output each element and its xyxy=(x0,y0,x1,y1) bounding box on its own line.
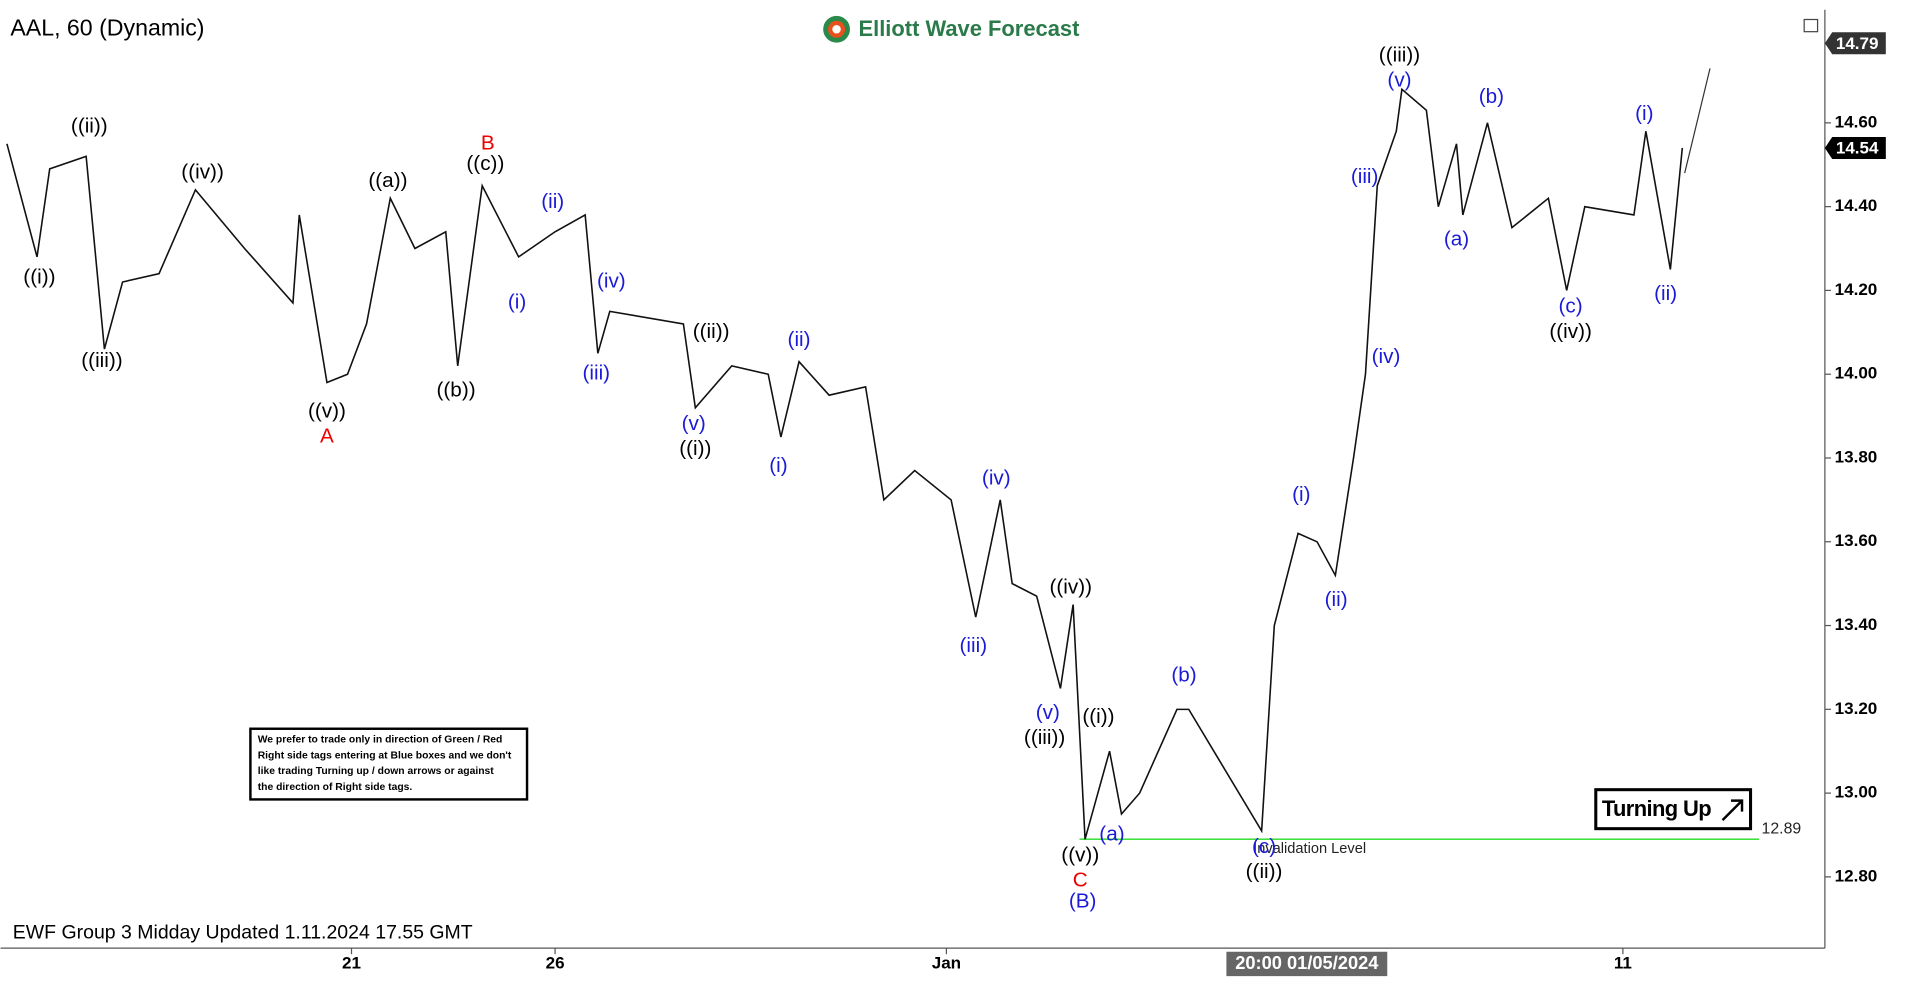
wave-label: (ii) xyxy=(1325,588,1348,611)
wave-label: (v) xyxy=(682,412,706,435)
wave-label: ((i)) xyxy=(23,265,55,288)
y-tick-label: 14.40 xyxy=(1835,196,1878,215)
wave-label: ((iv)) xyxy=(1549,320,1592,343)
wave-label: ((iv)) xyxy=(181,161,224,184)
price-tag xyxy=(1824,137,1886,159)
wave-label: ((iv)) xyxy=(1050,575,1093,598)
brand: Elliott Wave Forecast xyxy=(859,16,1081,41)
wave-label: ((iii)) xyxy=(1024,726,1065,749)
wave-label: ((c)) xyxy=(466,152,504,175)
wave-label: ((iii)) xyxy=(1379,43,1420,66)
wave-label: ((v)) xyxy=(308,399,346,422)
wave-label: A xyxy=(320,425,334,448)
wave-label: ((ii)) xyxy=(1246,860,1283,883)
x-tick-label: 21 xyxy=(342,953,361,972)
y-tick-label: 14.60 xyxy=(1835,112,1878,131)
price-tag-label: 14.79 xyxy=(1836,34,1879,53)
wave-label: (a) xyxy=(1099,822,1124,845)
wave-label: (ii) xyxy=(788,328,811,351)
projection-line xyxy=(1684,68,1711,174)
wave-label: (a) xyxy=(1444,228,1469,251)
signal-box: Turning Up xyxy=(1594,788,1753,831)
signal: Turning Up xyxy=(1602,796,1711,821)
wave-label: ((b)) xyxy=(437,378,476,401)
wave-label: (i) xyxy=(508,290,526,313)
note-box: We prefer to trade only in direction of … xyxy=(249,727,529,801)
wave-label: (c) xyxy=(1559,295,1583,318)
wave-label: ((ii)) xyxy=(71,115,108,138)
wave-label: ((v)) xyxy=(1061,843,1099,866)
y-tick-label: 13.80 xyxy=(1835,447,1878,466)
x-tick-label: 11 xyxy=(1614,953,1632,972)
wave-label: (iii) xyxy=(1351,165,1379,188)
x-tick-label: Jan xyxy=(932,953,961,972)
wave-label: B xyxy=(481,131,495,154)
wave-label: (v) xyxy=(1036,701,1060,724)
crosshair-box xyxy=(1226,951,1388,977)
y-tick-label: 12.80 xyxy=(1835,866,1878,885)
invalidation-value: 12.89 xyxy=(1762,821,1802,838)
y-tick-label: 14.20 xyxy=(1835,280,1878,299)
chart-title: AAL, 60 (Dynamic) xyxy=(10,14,204,40)
wave-label: (ii) xyxy=(1654,282,1677,305)
y-tick-label: 14.00 xyxy=(1835,364,1878,383)
x-tick-label: 26 xyxy=(546,953,565,972)
window-icon[interactable] xyxy=(1803,18,1819,33)
brand-logo xyxy=(823,15,850,43)
wave-label: C xyxy=(1073,869,1088,892)
wave-label: (i) xyxy=(1635,102,1653,125)
wave-label: (b) xyxy=(1171,663,1196,686)
wave-label: (i) xyxy=(1292,483,1310,506)
price-tag xyxy=(1824,32,1886,55)
wave-label: (iv) xyxy=(982,466,1011,489)
price-line xyxy=(6,87,1684,840)
wave-label: ((i)) xyxy=(1082,705,1114,728)
note-line: Right side tags entering at Blue boxes a… xyxy=(258,750,512,761)
wave-label: (c) xyxy=(1252,835,1276,858)
wave-label: ((i)) xyxy=(679,437,711,460)
footer: EWF Group 3 Midday Updated 1.11.2024 17.… xyxy=(13,922,473,944)
wave-label: (B) xyxy=(1069,889,1097,912)
wave-label: (b) xyxy=(1479,85,1504,108)
wave-label: (ii) xyxy=(541,190,564,213)
crosshair-label: 20:00 01/05/2024 xyxy=(1235,952,1379,973)
note-line: the direction of Right side tags. xyxy=(258,782,413,793)
wave-label: (v) xyxy=(1387,68,1411,91)
wave-label: (iii) xyxy=(582,362,610,385)
wave-label: ((iii)) xyxy=(81,349,122,372)
note-line: like trading Turning up / down arrows or… xyxy=(258,766,495,777)
note-line: We prefer to trade only in direction of … xyxy=(258,734,503,745)
wave-label: (iii) xyxy=(960,634,988,657)
y-tick-label: 13.40 xyxy=(1835,615,1878,634)
y-tick-label: 13.60 xyxy=(1835,531,1878,550)
invalidation-label: Invalidation Level xyxy=(1253,841,1366,857)
wave-label: ((a)) xyxy=(368,169,407,192)
wave-label: ((ii)) xyxy=(693,320,730,343)
wave-label: (iv) xyxy=(1372,345,1401,368)
wave-label: (i) xyxy=(769,454,787,477)
y-tick-label: 13.20 xyxy=(1835,699,1878,718)
wave-label: (iv) xyxy=(597,270,626,293)
y-tick-label: 13.00 xyxy=(1835,783,1878,802)
price-tag-label: 14.54 xyxy=(1836,139,1879,158)
